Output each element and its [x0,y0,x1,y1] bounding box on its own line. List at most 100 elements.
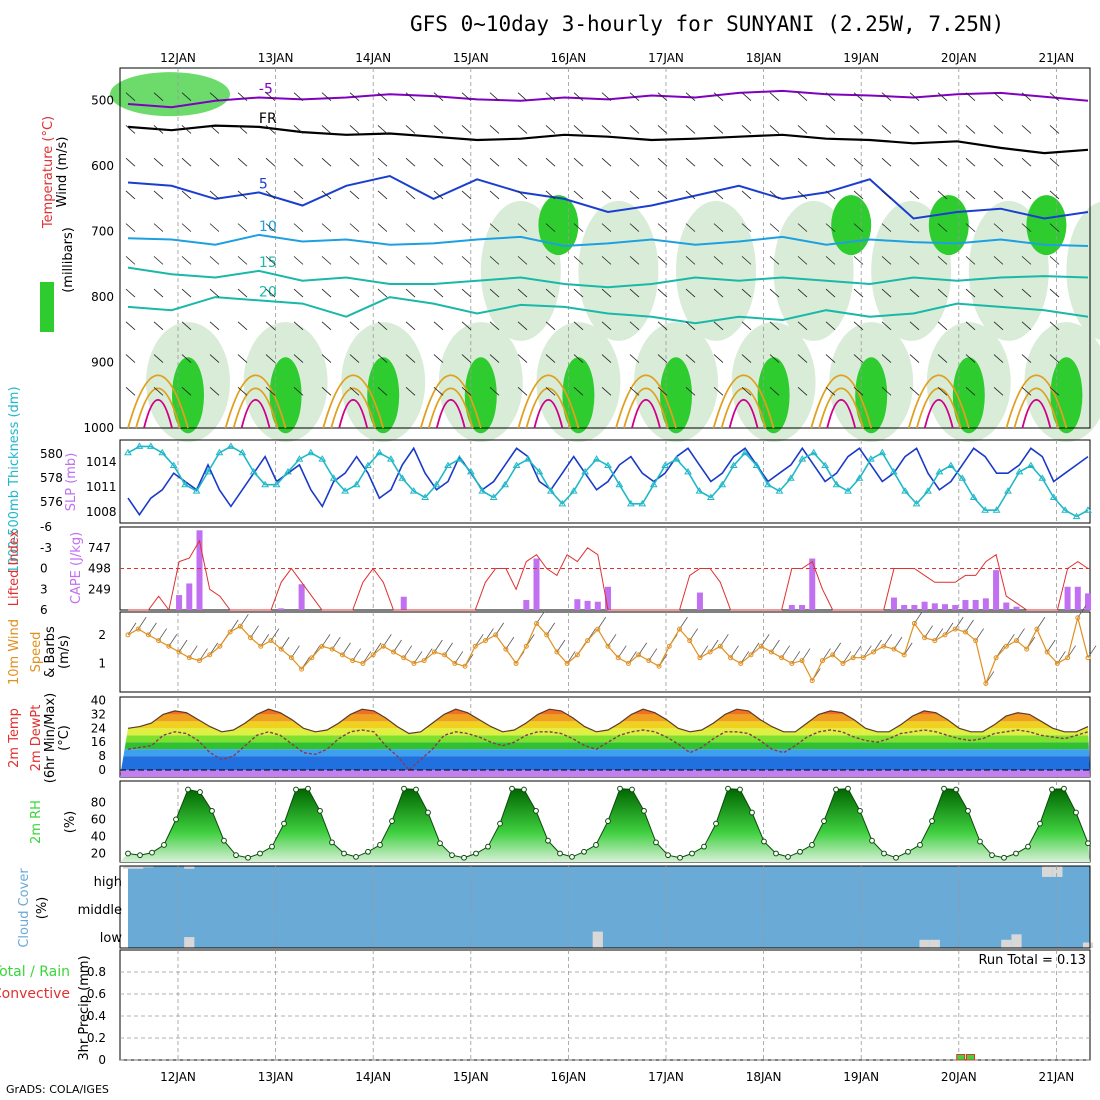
warm-contour [818,387,865,429]
rh-marker [449,852,455,859]
rh-marker [1001,854,1007,861]
series-left [127,445,1089,518]
rh-marker [593,842,599,848]
wind-barb [237,223,248,232]
wind-barb [657,386,668,396]
thickness-marker [1004,487,1012,494]
wind-barb [181,92,192,102]
temp-band [120,728,1090,736]
wind-barb [769,223,780,232]
wind-marker [278,646,284,652]
wind-barb [629,354,640,363]
wind-marker [687,638,693,644]
wind-barb [881,157,892,167]
wind-barb [517,223,528,232]
upper-air-panel [119,67,1091,429]
wind-barb [629,386,640,396]
wind-barb [293,190,304,200]
wind-barb [713,125,724,134]
wind-barb [321,223,332,232]
warm-contour [427,387,474,429]
wind-barb [181,386,192,396]
wind-marker [656,663,662,669]
wind-marker [421,658,427,664]
wind-barb [209,92,220,102]
thickness-marker [786,474,795,481]
wind-marker [1054,660,1060,666]
rh-legend: 2m RH [29,800,44,844]
wind-barb [769,256,780,265]
wind-barb [685,223,696,232]
wind-barb [405,125,416,134]
precip-panel [119,949,1091,1061]
thickness-marker [912,499,921,507]
wind-marker [411,660,417,666]
rh-blob [269,357,302,434]
thickness-marker [124,448,132,456]
cape-bar [982,598,989,610]
rh-marker [989,852,995,859]
wind-barb [377,157,388,167]
thickness-marker [272,480,281,488]
wind-barb [125,354,136,363]
wind-barb [965,354,976,363]
wind-barb [517,321,528,331]
rh-marker [497,820,503,827]
rh-marker [461,854,467,861]
rh-marker [389,818,395,824]
y-tick-left: 6 [40,603,48,617]
x-tick-bottom: 21JAN [1039,1070,1075,1084]
precip-axis-label: 3hr Precip (mm) [77,955,92,1060]
wind-marker [993,655,999,661]
wind-barb [685,256,696,265]
wind-barb [153,386,164,396]
legend-label: RH (%) [11,225,26,270]
wind-marker [227,629,233,635]
wind-barb [853,92,864,102]
rh-marker [185,786,191,793]
wind-barb [909,157,920,167]
thickness-marker [318,455,327,462]
warm-contour [419,374,482,429]
precip-legend: Total / Rain [0,964,70,980]
rh-marker [305,785,311,792]
wind-barb [349,354,360,363]
wind-barb [797,288,808,298]
rh-marker [665,852,671,859]
temp-legend: Temperature (°C) Wind (m/s) [41,116,70,229]
wind-marker [901,652,907,658]
cloud-low-bar [184,937,195,948]
thickness-marker [981,506,990,513]
wind-barb [433,321,444,331]
cape-bar [278,608,285,610]
wind-barb [349,386,360,396]
y-tick-left: -3 [40,541,52,555]
wind-barb [293,92,304,102]
rh-marker [569,853,575,860]
li-line [128,539,1089,612]
rh-marker [905,848,911,855]
wind-barb [769,321,780,331]
warm-contour [1013,387,1060,429]
wind-marker [922,635,928,641]
cloud-panel [119,865,1091,949]
wind-barb [545,288,556,298]
thickness-marker [855,474,864,481]
wind-barb [265,321,276,331]
x-tick-top: 13JAN [258,51,294,65]
wind-barb [797,92,808,102]
wind-barb [153,190,164,200]
wind-marker [574,652,580,658]
cape-bar [400,596,407,610]
y-tick-left: 578 [40,471,63,485]
thickness-marker [466,467,475,475]
wind-barb [377,321,388,331]
thickness-legend: 1000-500mb Thickness (dm) [7,386,22,573]
wind-barb [713,190,724,200]
wind-barb [601,354,612,363]
wind-marker [615,655,621,661]
legend-label: (6hr Min/Max) [43,693,58,783]
wind-barb [209,354,220,363]
rh-marker [173,816,179,823]
thickness-marker [329,474,338,481]
